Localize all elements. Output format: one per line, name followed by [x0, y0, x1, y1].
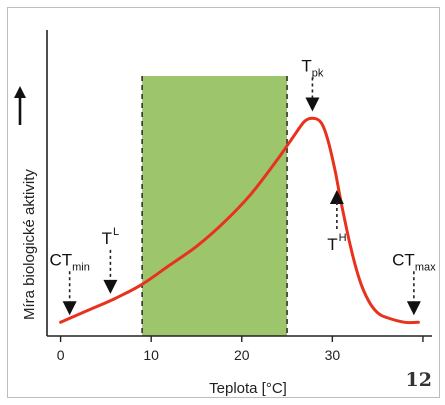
curve-annotations: CTmin TL Tpk TH CTmax	[49, 56, 436, 316]
y-axis-direction-arrow	[14, 86, 26, 125]
x-axis-ticks: 0 10 20 30	[57, 336, 424, 363]
annotation-arrow-head	[103, 279, 118, 294]
annotation-label: Tpk	[301, 56, 324, 79]
x-tick-label: 20	[234, 347, 250, 363]
annotation-label: TH	[327, 232, 346, 254]
annotation-label: TL	[102, 226, 120, 248]
x-axis-title: Teplota [°C]	[209, 380, 287, 397]
activity-curve	[59, 116, 420, 325]
x-tick-label: 10	[143, 347, 159, 363]
optimal-range-band	[142, 76, 288, 336]
annotation-ctmin: CTmin	[49, 250, 90, 316]
annotation-tl: TL	[102, 226, 120, 294]
annotation-arrow-head	[62, 301, 77, 316]
annotation-arrow-head	[406, 301, 421, 316]
x-tick-label: 0	[57, 347, 65, 363]
annotation-label: CTmin	[49, 250, 89, 273]
annotation-label: CTmax	[392, 250, 436, 273]
figure-frame	[7, 7, 440, 398]
annotation-th: TH	[327, 190, 347, 254]
annotation-arrow-head	[305, 97, 320, 112]
x-tick-label: 30	[325, 347, 341, 363]
annotation-arrow-head	[329, 190, 344, 205]
figure-number: 12	[406, 369, 432, 391]
annotation-ctmax: CTmax	[392, 250, 436, 316]
y-axis-title: Míra biologické aktivity	[21, 169, 38, 320]
annotation-tpk: Tpk	[301, 56, 324, 112]
